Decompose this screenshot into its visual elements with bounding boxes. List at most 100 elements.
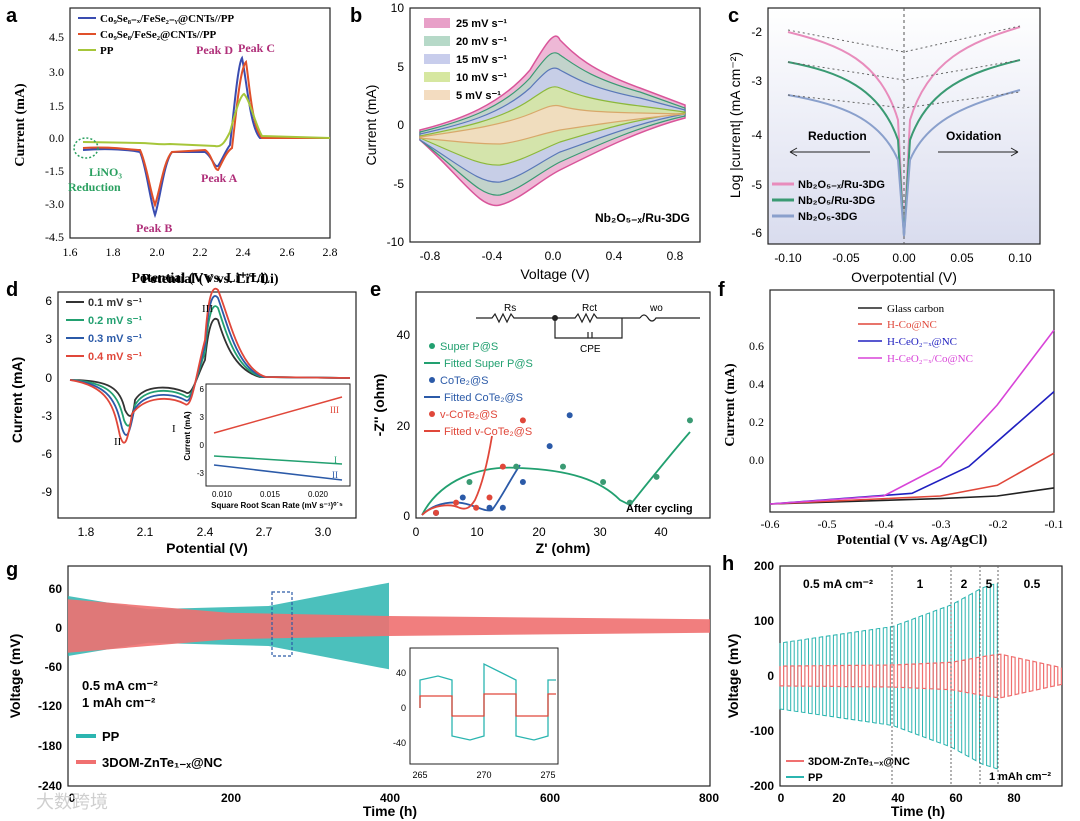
peak-label-iii: III <box>202 303 213 315</box>
x-tick-f-1: -0.5 <box>818 517 837 531</box>
legend-label-a-2: Co₉Se₈/FeSe₂@CNTs//PP <box>100 29 217 41</box>
x-tick-h-1: 20 <box>832 791 846 805</box>
x-label-c: Overpotential (V) <box>851 269 957 285</box>
circuit-label-rct: Rct <box>582 303 597 314</box>
x-tick-b-4: 0.8 <box>667 249 684 263</box>
x-tick-e-0: 0 <box>413 525 420 539</box>
inset-frame-d <box>205 383 351 487</box>
inset-y-tick-g-1: 0 <box>401 703 406 713</box>
legend-label-e-2: Fitted Super P@S <box>444 358 533 370</box>
inset-line-iii <box>213 396 343 434</box>
plot-frame-a <box>69 7 331 239</box>
curve-d-series-1 <box>69 317 351 417</box>
line-series-f <box>769 329 1055 505</box>
scatter-point-e-0-5 <box>626 499 633 506</box>
x-tick-g-3: 600 <box>540 791 560 805</box>
legend-swatch-e-1 <box>429 343 435 349</box>
annotation-peak-a: Peak A <box>201 171 238 185</box>
capacity-label-h: 1 mAh cm⁻² <box>989 771 1051 783</box>
x-label-e: Z' (ohm) <box>536 540 591 556</box>
legend-label-f-4: H-CeO₂₋ₓ/Co@NC <box>887 353 973 365</box>
curve-d-series-3 <box>69 295 351 436</box>
y-tick-h-4: -200 <box>750 779 774 793</box>
scatter-point-e-0-4 <box>600 479 607 486</box>
y-label-b: Current (mA) <box>363 85 379 166</box>
legend-label-b-1: 25 mV s⁻¹ <box>456 18 507 30</box>
scatter-point-e-0-6 <box>653 473 660 480</box>
inset-y-tick-d-2: 0 <box>200 441 205 450</box>
inset-y-tick-g-2: -40 <box>393 738 406 748</box>
legend-label-e-4: Fitted CoTe₂@S <box>444 392 523 404</box>
plot-frame-g <box>67 565 711 787</box>
x-tick-c-2: 0.00 <box>892 251 916 265</box>
y-tick-g-4: -180 <box>38 739 62 753</box>
panel-h: h 0.5 mA cm⁻² 1 2 5 0.5 1 mAh cm⁻² 3DOM-… <box>722 553 1063 819</box>
y-tick-d-4: -6 <box>41 447 52 461</box>
x-tick-b-1: -0.4 <box>482 249 503 263</box>
y-tick-a-1: 3.0 <box>49 65 64 79</box>
plot-frame-e <box>415 291 711 519</box>
y-tick-d-0: 6 <box>45 294 52 308</box>
legend-label-c-2: Nb₂O₅/Ru-3DG <box>798 195 875 207</box>
y-label-g: Voltage (mV) <box>7 634 23 719</box>
scatter-point-e-2-1 <box>453 499 460 506</box>
x-tick-h-0: 0 <box>778 791 785 805</box>
x-tick-f-3: -0.3 <box>932 517 951 531</box>
rate-label-h-1: 0.5 mA cm⁻² <box>803 577 873 591</box>
inset-curve-3dom <box>419 693 556 717</box>
y-tick-g-0: 60 <box>49 582 63 596</box>
legend-swatch-b-5 <box>424 90 450 100</box>
y-tick-b-3: -5 <box>393 177 404 191</box>
curve-d-series-4 <box>69 287 351 444</box>
scatter-point-e-0-7 <box>686 417 693 424</box>
x-tick-f-4: -0.2 <box>989 517 1008 531</box>
scatter-point-e-1-3 <box>499 504 506 511</box>
x-tick-f-0: -0.6 <box>761 517 780 531</box>
line-f-series-2 <box>769 452 1055 505</box>
fit-curve-cote2 <box>421 464 521 516</box>
x-tick-h-3: 60 <box>949 791 963 805</box>
annotation-peak-c: Peak C <box>238 41 275 55</box>
legend-label-b-4: 10 mV s⁻¹ <box>456 72 507 84</box>
y-tick-g-3: -120 <box>38 699 62 713</box>
x-tick-a-3: 2.2 <box>193 245 208 259</box>
annotation-lino3: LiNO₃ <box>89 165 122 179</box>
scatter-point-e-1-4 <box>519 479 526 486</box>
line-f-series-1 <box>769 487 1055 505</box>
y-tick-a-2: 1.5 <box>49 99 64 113</box>
title-d: Potential (V vs. Li⁺/Li) <box>141 272 278 287</box>
legend-label-d-4: 0.4 mV s⁻¹ <box>88 351 142 363</box>
y-tick-f-0: 0.6 <box>749 339 764 353</box>
band-g-3dom <box>68 599 710 653</box>
inset-label-iii: III <box>330 405 339 415</box>
x-tick-a-2: 2.0 <box>150 245 165 259</box>
y-tick-a-5: -3.0 <box>45 197 64 211</box>
legend-swatch-e-3 <box>429 377 435 383</box>
x-tick-e-4: 40 <box>654 525 668 539</box>
curve-a-series-2 <box>82 59 330 209</box>
scatter-points-e <box>433 412 693 516</box>
y-tick-c-2: -4 <box>751 128 762 142</box>
x-tick-d-1: 2.1 <box>137 525 154 539</box>
x-tick-a-5: 2.6 <box>280 245 295 259</box>
legend-label-d-2: 0.2 mV s⁻¹ <box>88 315 142 327</box>
panel-f: f Glass carbon H-Co@NC H-CeO₂₋ₓ@NC H-CeO… <box>718 279 1064 548</box>
y-tick-f-2: 0.2 <box>749 415 764 429</box>
legend-swatch-b-2 <box>424 36 450 46</box>
x-label-a: Potential (V vs. Li⁺/Li) <box>131 271 268 286</box>
peak-label-i: I <box>172 423 176 435</box>
y-tick-d-5: -9 <box>41 485 52 499</box>
x-tick-b-3: 0.4 <box>606 249 623 263</box>
x-tick-g-1: 200 <box>221 791 241 805</box>
y-tick-h-0: 200 <box>754 559 774 573</box>
scatter-point-e-2-5 <box>519 417 526 424</box>
scatter-point-e-1-2 <box>486 504 493 511</box>
x-tick-g-0: 0 <box>69 791 76 805</box>
legend-label-g-1: PP <box>102 729 120 744</box>
label-reduction: Reduction <box>808 129 867 143</box>
condition-capacity-g: 1 mAh cm⁻² <box>82 695 156 710</box>
scatter-point-e-0-1 <box>466 479 473 486</box>
x-tick-g-4: 800 <box>699 791 719 805</box>
inset-x-tick-g-1: 270 <box>476 770 491 780</box>
curve-d-series-2 <box>69 305 351 427</box>
